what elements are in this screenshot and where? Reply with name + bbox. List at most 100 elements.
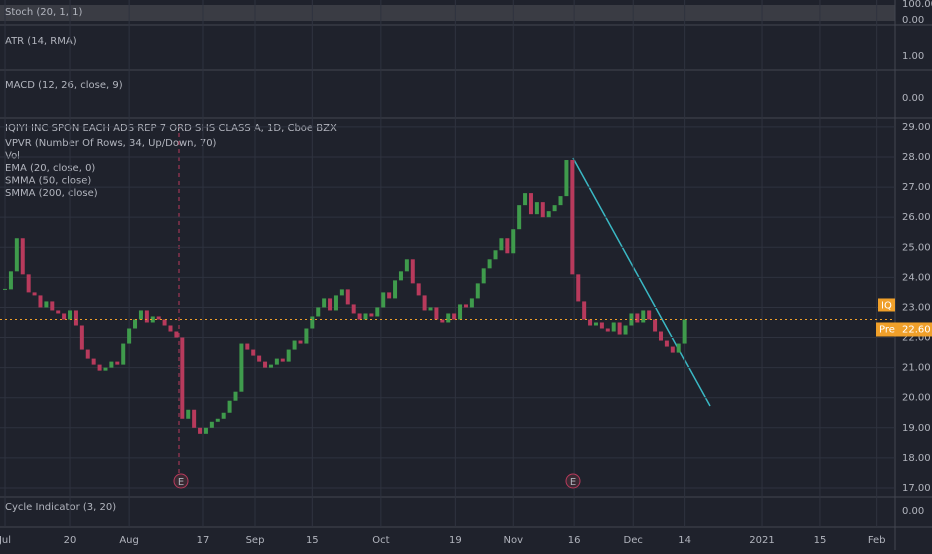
- candle: [298, 340, 303, 344]
- candle: [286, 349, 291, 362]
- candle: [26, 274, 31, 293]
- y-tick-label: 28.00: [902, 152, 931, 163]
- candle: [434, 307, 439, 320]
- candle: [635, 313, 640, 323]
- candle: [103, 367, 108, 371]
- y-tick-label: 27.00: [902, 182, 931, 193]
- candle: [670, 346, 675, 353]
- legend-entry: VPVR (Number Of Rows, 34, Up/Down, 70): [5, 138, 217, 149]
- candle: [351, 304, 356, 314]
- candle: [79, 325, 84, 350]
- candle: [150, 316, 155, 323]
- y-tick-label: 20.00: [902, 393, 931, 404]
- x-tick-label: Feb: [868, 535, 886, 546]
- candle: [428, 307, 433, 311]
- candle: [180, 337, 185, 419]
- x-tick-label: 20: [64, 535, 77, 546]
- y-tick-label: 19.00: [902, 423, 931, 434]
- candle: [422, 295, 427, 311]
- candle: [446, 313, 451, 323]
- candle: [517, 205, 522, 230]
- candle: [328, 298, 333, 311]
- candle: [221, 412, 226, 419]
- candle: [363, 313, 368, 320]
- candle: [546, 211, 551, 218]
- candle: [115, 361, 120, 365]
- legend-entry: SMMA (50, close): [5, 176, 91, 187]
- candle: [540, 202, 545, 218]
- price-tag-text: Pre: [879, 324, 895, 335]
- candle: [682, 319, 687, 344]
- candle: [263, 361, 268, 368]
- candle: [653, 319, 658, 332]
- candle: [239, 343, 244, 392]
- candle: [416, 283, 421, 296]
- candle: [3, 288, 8, 290]
- candle: [475, 283, 480, 299]
- earnings-text: E: [178, 477, 184, 488]
- candle: [570, 160, 575, 275]
- candle: [505, 238, 510, 254]
- scale-label: 0.00: [902, 506, 924, 517]
- candle: [564, 160, 569, 197]
- candle: [257, 355, 262, 362]
- legend-entry: Vol: [5, 151, 20, 162]
- earnings-text: E: [570, 477, 576, 488]
- candle: [304, 328, 309, 344]
- candle: [127, 328, 132, 344]
- y-tick-label: 26.00: [902, 212, 931, 223]
- candle: [56, 310, 61, 314]
- earnings-marker: [173, 473, 189, 489]
- legend: VPVR (Number Of Rows, 34, Up/Down, 70) Vo…: [5, 138, 217, 199]
- candle: [345, 289, 350, 305]
- legend-entry: SMMA (200, close): [5, 188, 98, 199]
- candle: [481, 268, 486, 284]
- candle: [641, 310, 646, 323]
- candle: [440, 319, 445, 323]
- candle: [133, 319, 138, 329]
- stoch-band: [0, 5, 895, 21]
- candle: [203, 427, 208, 434]
- price-tag: [878, 298, 895, 312]
- candle: [85, 349, 90, 359]
- candle: [534, 202, 539, 215]
- candle: [186, 409, 191, 419]
- candle: [499, 238, 504, 251]
- candle: [528, 193, 533, 215]
- candle: [558, 196, 563, 206]
- y-tick-label: 22.00: [902, 333, 931, 344]
- scale-label: 1.00: [902, 51, 924, 62]
- candle: [310, 316, 315, 329]
- candle: [593, 322, 598, 326]
- candle: [97, 364, 102, 371]
- scale-label: 100.00: [902, 0, 932, 10]
- x-tick-label: 2021: [749, 535, 774, 546]
- candle: [268, 364, 273, 368]
- candle: [251, 349, 256, 356]
- chart-title: IQIYI INC SPON EACH ADS REP 7 ORD SHS CL…: [5, 123, 337, 134]
- candle: [73, 310, 78, 326]
- pane-label: ATR (14, RMA): [5, 36, 77, 47]
- earnings-marker: [565, 473, 581, 489]
- y-tick-label: 23.00: [902, 302, 931, 313]
- candle: [381, 292, 386, 308]
- price-tag-text: IQ: [881, 300, 892, 311]
- candle: [469, 298, 474, 308]
- price-tag: [876, 322, 932, 337]
- x-tick-label: Aug: [119, 535, 139, 546]
- candle: [463, 304, 468, 308]
- pane-label: Cycle Indicator (3, 20): [5, 502, 116, 513]
- x-tick-label: 14: [678, 535, 691, 546]
- candle: [198, 427, 203, 434]
- candle: [50, 301, 55, 311]
- candle: [333, 295, 338, 311]
- candle: [404, 259, 409, 272]
- pane-label: Stoch (20, 1, 1): [5, 7, 82, 18]
- candle: [393, 280, 398, 299]
- candle: [369, 313, 374, 317]
- candle: [138, 310, 143, 320]
- candle: [68, 310, 73, 320]
- candle: [375, 307, 380, 317]
- candle: [209, 421, 214, 428]
